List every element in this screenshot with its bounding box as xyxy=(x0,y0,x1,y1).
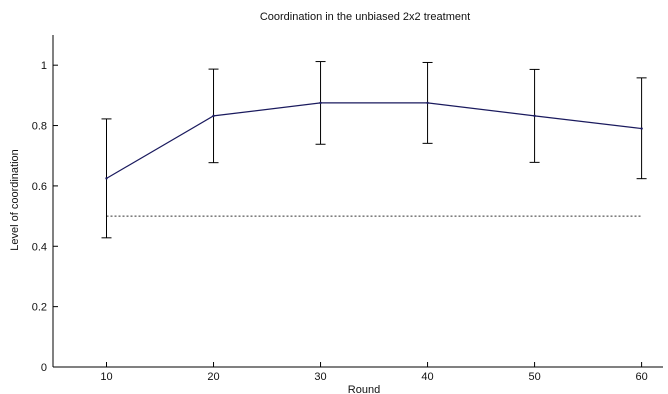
x-axis-label: Round xyxy=(348,384,380,394)
x-tick-label: 60 xyxy=(635,371,647,383)
chart-title: Coordination in the unbiased 2x2 treatme… xyxy=(260,11,470,23)
x-tick-label: 20 xyxy=(207,371,219,383)
x-tick-label: 40 xyxy=(421,371,433,383)
y-tick-label: 0.8 xyxy=(32,121,47,133)
x-tick-label: 10 xyxy=(100,371,112,383)
y-ticks: 0 0.2 0.4 0.6 0.8 1 xyxy=(32,60,58,374)
y-tick-label: 1 xyxy=(41,60,47,72)
y-tick-label: 0.2 xyxy=(32,302,47,314)
y-tick-label: 0 xyxy=(41,362,47,374)
axes xyxy=(52,35,663,368)
x-tick-label: 30 xyxy=(314,371,326,383)
y-tick-label: 0.4 xyxy=(32,241,47,253)
x-tick-label: 50 xyxy=(528,371,540,383)
y-axis-label: Level of coordination xyxy=(9,149,21,251)
x-ticks: 10 20 30 40 50 60 xyxy=(100,362,648,383)
series-line xyxy=(106,102,642,179)
error-bars xyxy=(101,61,647,239)
y-tick-label: 0.6 xyxy=(32,181,47,193)
